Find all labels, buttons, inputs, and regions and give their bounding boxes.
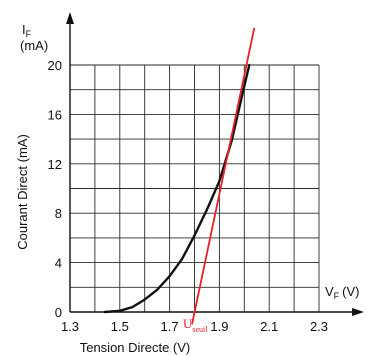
y-axis-arrow — [66, 12, 74, 24]
x-tick-label: 1.7 — [161, 319, 179, 334]
x-tick-labels: 1.3 1.5 1.7 1.9 2.1 2.3 — [61, 319, 328, 334]
x-tick-label: 2.1 — [260, 319, 278, 334]
x-axis-symbol-subscript: F — [334, 291, 340, 301]
x-tick-label: 1.5 — [111, 319, 129, 334]
chart-grid — [69, 64, 320, 313]
chart-annotations: Useuil — [183, 27, 256, 334]
threshold-voltage-label: Useuil — [183, 316, 208, 334]
threshold-tangent-line — [191, 27, 256, 325]
y-tick-label: 12 — [48, 157, 62, 172]
y-tick-label: 20 — [48, 58, 62, 73]
y-axis-symbol: IF — [22, 22, 32, 39]
y-tick-label: 8 — [55, 206, 62, 221]
x-tick-label: 1.3 — [61, 319, 79, 334]
chart-series — [103, 63, 251, 314]
x-axis-symbol: VF (V) — [325, 284, 360, 301]
y-axis-unit: (mA) — [20, 38, 48, 53]
y-tick-labels: 0 4 8 12 16 20 — [48, 58, 62, 320]
y-axis-label: Courant Direct (mA) — [15, 134, 30, 250]
y-tick-label: 4 — [55, 256, 62, 271]
x-tick-label: 1.9 — [210, 319, 228, 334]
y-tick-label: 0 — [55, 305, 62, 320]
y-tick-label: 16 — [48, 107, 62, 122]
x-axis-unit: (V) — [342, 284, 359, 299]
series-line-diode-current — [103, 63, 251, 314]
x-axis-arrow — [352, 308, 364, 316]
x-tick-label: 2.3 — [310, 319, 328, 334]
y-axis-symbol-subscript: F — [26, 29, 32, 39]
x-axis-label: Tension Directe (V) — [80, 340, 191, 355]
